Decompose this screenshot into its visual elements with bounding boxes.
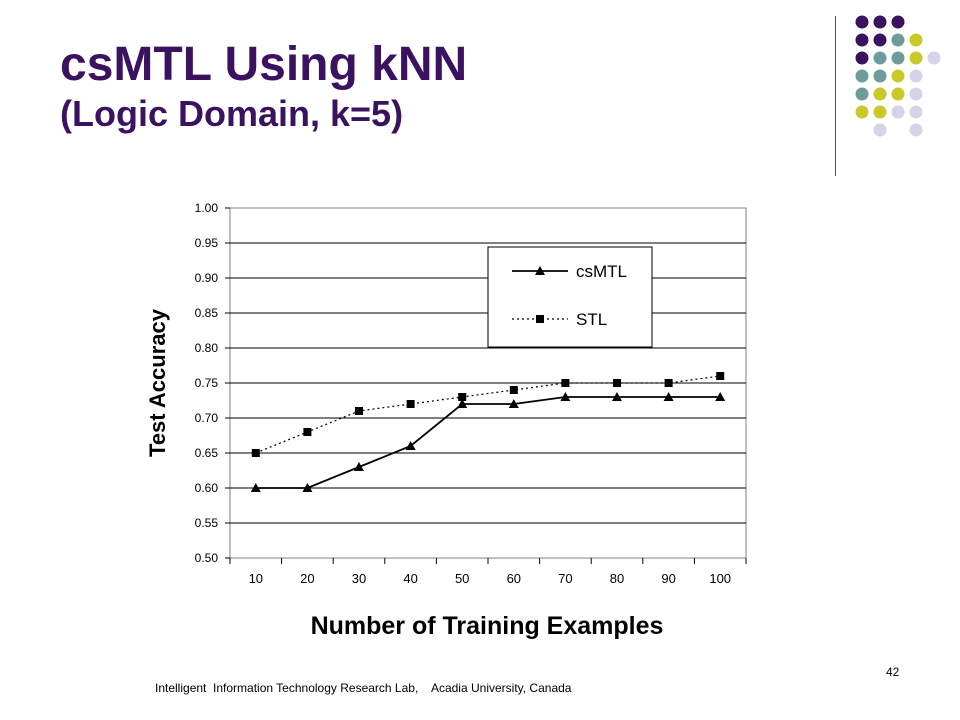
decor-dot [909, 69, 923, 83]
x-tick-label: 100 [709, 571, 731, 586]
data-point-csmtl [715, 392, 726, 401]
y-tick-label: 0.85 [195, 306, 219, 320]
data-point-csmtl [250, 483, 261, 492]
title-line-2: (Logic Domain, k=5) [60, 93, 404, 134]
x-tick-label: 80 [610, 571, 624, 586]
decor-dot [855, 33, 869, 47]
legend-label: csMTL [576, 262, 627, 281]
data-point-csmtl [354, 462, 364, 471]
decor-dot [873, 105, 887, 119]
decor-dot [927, 51, 941, 65]
decor-dot [873, 87, 887, 101]
series-line-csmtl [255, 396, 721, 489]
decor-dot [909, 51, 923, 65]
data-point-csmtl [457, 399, 468, 408]
x-tick-label: 70 [558, 571, 572, 586]
x-tick-label: 50 [455, 571, 469, 586]
legend-label: STL [576, 310, 607, 329]
x-tick-label: 30 [352, 571, 366, 586]
decor-dot [873, 123, 887, 137]
decor-dot [855, 15, 869, 29]
y-tick-label: 0.75 [195, 376, 219, 390]
decor-dot [909, 123, 923, 137]
decor-dot [873, 33, 887, 47]
data-point-csmtl [612, 392, 622, 401]
decorative-dot-grid [855, 15, 941, 137]
x-axis-label: Number of Training Examples [311, 612, 664, 640]
y-axis-label: Test Accuracy [145, 308, 170, 457]
data-point-stl [509, 386, 518, 394]
decor-dot [891, 87, 905, 101]
decor-dot [891, 105, 905, 119]
legend-box [487, 246, 653, 348]
x-tick-label: 10 [249, 571, 263, 586]
decor-dot [891, 15, 905, 29]
decor-dot [873, 69, 887, 83]
decor-dot [855, 105, 869, 119]
decor-dot [855, 51, 869, 65]
decor-dot [891, 51, 905, 65]
data-point-csmtl [405, 441, 416, 450]
data-point-csmtl [560, 392, 571, 401]
y-tick-label: 1.00 [195, 201, 219, 215]
data-point-stl [458, 393, 467, 401]
x-tick-label: 20 [300, 571, 314, 586]
legend-marker [535, 266, 545, 275]
slide-title: csMTL Using kNN (Logic Domain, k=5) [60, 38, 467, 136]
decor-dot [855, 69, 869, 83]
data-point-stl [303, 428, 312, 436]
decor-dot [909, 33, 923, 47]
decor-dot [891, 69, 905, 83]
y-tick-label: 0.90 [195, 271, 219, 285]
data-point-stl [561, 379, 570, 387]
title-line-1: csMTL Using kNN [60, 38, 468, 91]
data-point-stl [716, 372, 725, 380]
legend-marker [536, 315, 544, 323]
decor-dot [873, 51, 887, 65]
data-point-stl [251, 449, 260, 457]
x-tick-label: 60 [507, 571, 521, 586]
decor-dot [909, 105, 923, 119]
y-tick-label: 0.50 [195, 551, 219, 565]
data-point-csmtl [508, 399, 519, 408]
data-point-stl [406, 400, 415, 408]
y-tick-label: 0.70 [195, 411, 219, 425]
y-tick-label: 0.55 [195, 516, 219, 530]
decor-dot [873, 15, 887, 29]
decor-dot [855, 87, 869, 101]
decor-dot [909, 87, 923, 101]
footer-text: Intelligent Information Technology Resea… [155, 681, 572, 695]
decor-dot [891, 33, 905, 47]
y-tick-label: 0.65 [195, 446, 219, 460]
x-tick-label: 40 [403, 571, 417, 586]
decorative-divider [835, 16, 836, 176]
line-chart: 0.50 0.55 0.60 0.65 0.70 0.75 0.80 0.85 0.90 0.95… [145, 201, 747, 640]
data-point-stl [664, 379, 673, 387]
y-tick-label: 0.80 [195, 341, 219, 355]
y-tick-label: 0.95 [195, 236, 219, 250]
page-number: 42 [886, 665, 900, 679]
data-point-csmtl [663, 392, 674, 401]
series-line-stl [255, 375, 721, 454]
x-tick-label: 90 [661, 571, 675, 586]
data-point-stl [613, 379, 621, 387]
data-point-stl [355, 407, 363, 415]
data-point-csmtl [302, 483, 313, 492]
y-tick-label: 0.60 [195, 481, 219, 495]
